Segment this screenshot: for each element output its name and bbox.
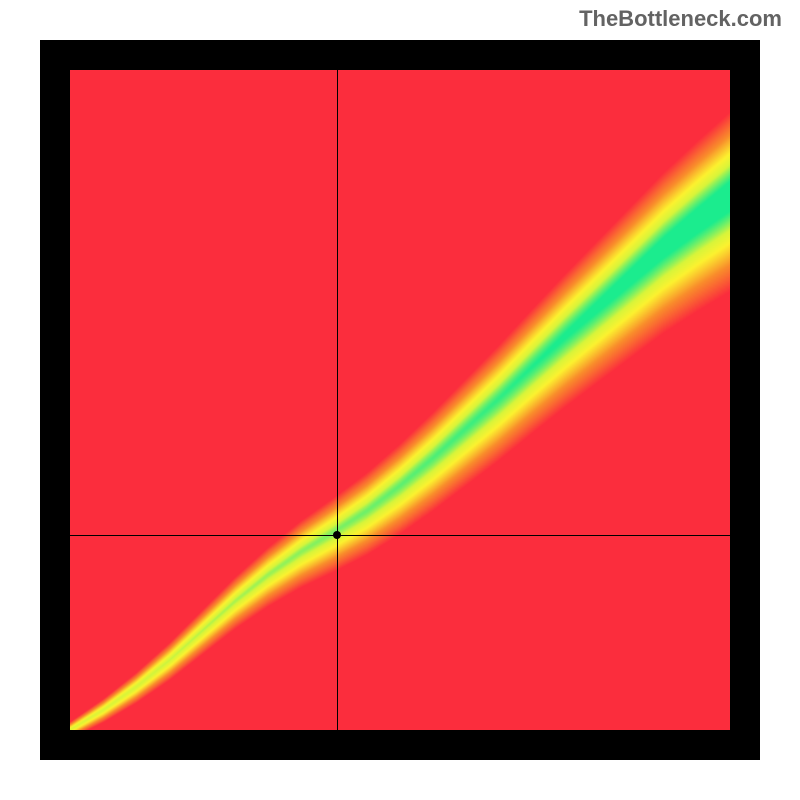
data-point-marker: [333, 531, 341, 539]
figure-container: TheBottleneck.com: [0, 0, 800, 800]
watermark-text: TheBottleneck.com: [579, 6, 782, 32]
heatmap-canvas: [70, 70, 730, 730]
heatmap-area: [70, 70, 730, 730]
crosshair-horizontal: [70, 535, 730, 536]
plot-frame: [40, 40, 760, 760]
crosshair-vertical: [337, 70, 338, 730]
